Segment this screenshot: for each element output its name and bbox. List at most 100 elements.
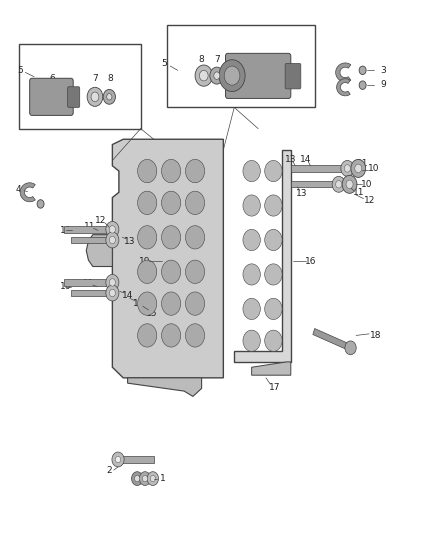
- Circle shape: [344, 165, 350, 172]
- Circle shape: [110, 225, 116, 233]
- Text: 7: 7: [92, 74, 98, 83]
- Text: 3: 3: [381, 66, 386, 75]
- Circle shape: [162, 191, 181, 215]
- Circle shape: [162, 159, 181, 183]
- Polygon shape: [336, 63, 351, 82]
- Circle shape: [243, 229, 260, 251]
- Text: 10: 10: [60, 226, 71, 235]
- Circle shape: [224, 66, 240, 85]
- Text: 9: 9: [381, 80, 386, 89]
- FancyBboxPatch shape: [285, 63, 301, 89]
- Circle shape: [116, 456, 120, 463]
- Circle shape: [106, 285, 119, 301]
- Circle shape: [185, 292, 205, 316]
- Bar: [291, 181, 339, 188]
- Circle shape: [185, 260, 205, 284]
- Circle shape: [341, 160, 354, 176]
- Circle shape: [106, 221, 119, 237]
- Circle shape: [351, 159, 366, 177]
- Polygon shape: [127, 378, 201, 397]
- Circle shape: [214, 72, 220, 79]
- Circle shape: [265, 229, 282, 251]
- Circle shape: [139, 472, 151, 486]
- Text: 4: 4: [16, 185, 21, 194]
- Circle shape: [346, 180, 353, 189]
- Bar: [167, 25, 315, 108]
- Circle shape: [150, 475, 155, 482]
- Text: 10: 10: [60, 282, 71, 291]
- Text: 11: 11: [353, 188, 364, 197]
- Text: 15: 15: [146, 309, 157, 318]
- Circle shape: [265, 298, 282, 319]
- Text: 7: 7: [214, 55, 220, 64]
- Circle shape: [243, 195, 260, 216]
- Circle shape: [359, 81, 366, 90]
- Circle shape: [185, 191, 205, 215]
- Circle shape: [142, 475, 148, 482]
- Text: 10: 10: [368, 164, 379, 173]
- Text: 5: 5: [17, 66, 22, 75]
- Text: 18: 18: [370, 331, 381, 340]
- Circle shape: [91, 92, 99, 102]
- Circle shape: [345, 341, 356, 355]
- Circle shape: [243, 298, 260, 319]
- Text: 1: 1: [159, 474, 165, 483]
- Text: 11: 11: [357, 159, 368, 167]
- Text: 12: 12: [95, 216, 106, 225]
- Circle shape: [138, 191, 157, 215]
- Circle shape: [138, 292, 157, 316]
- Circle shape: [131, 472, 143, 486]
- Circle shape: [110, 236, 116, 244]
- Circle shape: [162, 292, 181, 316]
- FancyBboxPatch shape: [30, 78, 73, 115]
- Circle shape: [138, 260, 157, 284]
- FancyBboxPatch shape: [67, 87, 80, 108]
- Bar: [64, 279, 113, 286]
- Text: 8: 8: [107, 74, 113, 83]
- Circle shape: [147, 472, 159, 486]
- Text: 6: 6: [50, 74, 56, 83]
- Text: 14: 14: [300, 155, 312, 164]
- Polygon shape: [86, 235, 113, 266]
- Text: 11: 11: [84, 222, 95, 231]
- Circle shape: [185, 324, 205, 347]
- Circle shape: [336, 181, 342, 188]
- FancyBboxPatch shape: [226, 53, 291, 99]
- Circle shape: [265, 330, 282, 351]
- Polygon shape: [234, 150, 291, 362]
- Text: 16: 16: [305, 257, 316, 265]
- Circle shape: [107, 94, 112, 100]
- Circle shape: [162, 324, 181, 347]
- Polygon shape: [313, 328, 351, 351]
- Circle shape: [265, 195, 282, 216]
- Bar: [64, 226, 113, 232]
- Bar: [19, 44, 141, 128]
- Text: 14: 14: [122, 291, 133, 300]
- Circle shape: [219, 60, 245, 92]
- Circle shape: [110, 279, 116, 286]
- Polygon shape: [113, 139, 223, 378]
- Circle shape: [112, 452, 124, 467]
- Text: 2: 2: [106, 466, 112, 474]
- Text: 13: 13: [285, 155, 297, 164]
- Circle shape: [243, 264, 260, 285]
- Circle shape: [199, 70, 208, 81]
- Circle shape: [162, 225, 181, 249]
- Text: 8: 8: [199, 55, 205, 64]
- Circle shape: [265, 160, 282, 182]
- Circle shape: [106, 232, 119, 248]
- Circle shape: [195, 65, 212, 86]
- Circle shape: [243, 330, 260, 351]
- Circle shape: [110, 289, 116, 297]
- Text: 12: 12: [364, 196, 375, 205]
- Circle shape: [243, 160, 260, 182]
- Circle shape: [37, 200, 44, 208]
- Circle shape: [265, 264, 282, 285]
- Circle shape: [106, 274, 119, 290]
- Circle shape: [210, 67, 224, 84]
- Circle shape: [103, 90, 116, 104]
- Circle shape: [185, 225, 205, 249]
- Circle shape: [359, 66, 366, 75]
- Text: 19: 19: [139, 257, 151, 265]
- Bar: [119, 456, 154, 463]
